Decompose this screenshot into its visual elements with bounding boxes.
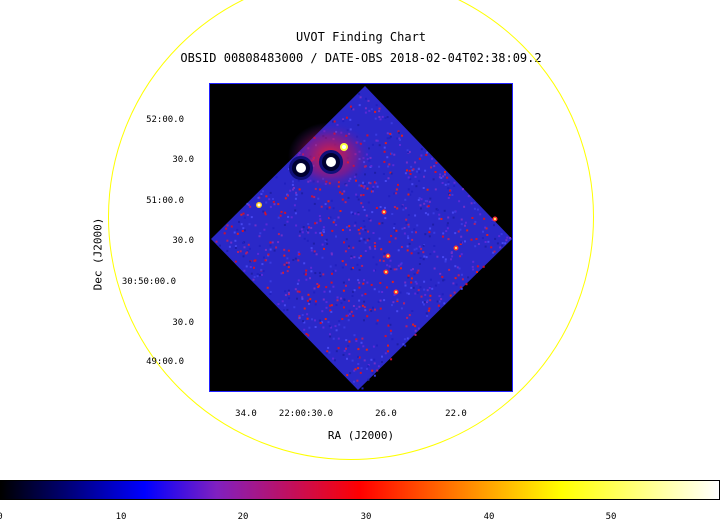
x-axis-label: RA (J2000) bbox=[327, 429, 395, 442]
dec-tick-label: 30.0 bbox=[172, 155, 194, 165]
dec-tick-label: 51:00.0 bbox=[146, 196, 184, 206]
ra-tick-label: 26.0 bbox=[375, 409, 397, 419]
dec-tick-label: 49:00.0 bbox=[146, 357, 184, 367]
dec-tick-label: 30.0 bbox=[172, 236, 194, 246]
colorbar-tick-label: 0 bbox=[0, 512, 15, 521]
y-axis-label: Dec (J2000) bbox=[91, 217, 105, 291]
colorbar bbox=[0, 480, 720, 500]
colorbar-tick-label: 10 bbox=[115, 512, 127, 521]
ra-tick-label: 22.0 bbox=[445, 409, 467, 419]
dec-tick-label: 30.0 bbox=[172, 318, 194, 328]
colorbar-tick-label: 20 bbox=[237, 512, 249, 521]
ra-tick-label: 22:00:30.0 bbox=[278, 409, 334, 419]
dec-tick-label: 52:00.0 bbox=[146, 115, 184, 125]
colorbar-tick-label: 30 bbox=[360, 512, 372, 521]
field-of-view-circle bbox=[108, 0, 594, 460]
colorbar-tick-label: 40 bbox=[483, 512, 495, 521]
ra-tick-label: 34.0 bbox=[235, 409, 257, 419]
colorbar-tick-label: 50 bbox=[605, 512, 617, 521]
dec-tick-label: 30:50:00.0 bbox=[121, 277, 176, 287]
